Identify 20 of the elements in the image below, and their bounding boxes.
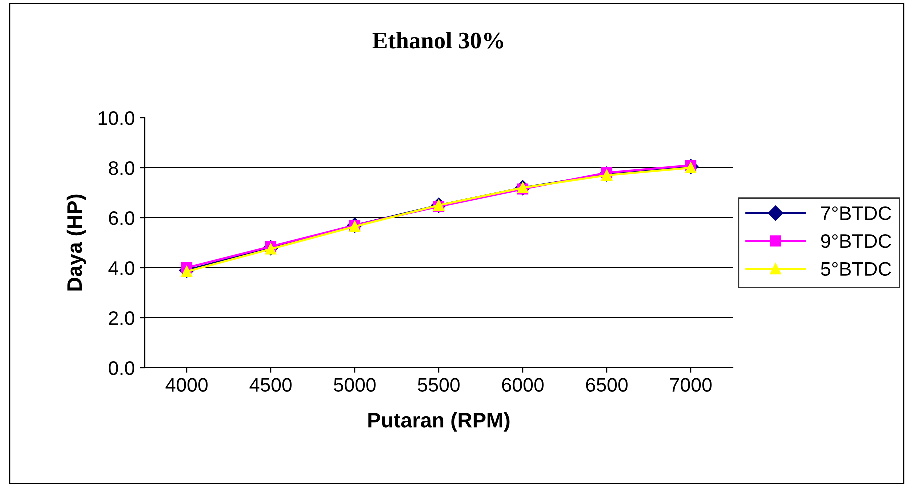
y-tick-label: 0.0 — [109, 361, 135, 376]
y-axis-title: Daya (HP) — [66, 194, 86, 291]
x-tick-label: 5500 — [418, 378, 460, 392]
x-tick-label: 7000 — [670, 378, 712, 392]
y-tick-label: 4.0 — [108, 261, 135, 276]
x-tick-label: 6500 — [586, 378, 628, 392]
x-tick-label: 4500 — [250, 378, 292, 392]
x-tick-label: 5000 — [334, 378, 376, 392]
chart-title: Ethanol 30% — [372, 32, 504, 49]
x-tick-label: 6000 — [502, 378, 544, 392]
legend-label: 9°BTDC — [821, 234, 892, 248]
y-tick-label: 8.0 — [109, 161, 135, 176]
y-tick-label: 2.0 — [109, 311, 135, 326]
x-tick-label: 4000 — [166, 378, 208, 392]
legend-label: 5°BTDC — [821, 262, 892, 276]
point — [181, 266, 193, 278]
legend-label: 7°BTDC — [821, 206, 892, 220]
x-axis-title: Putaran (RPM) — [368, 412, 510, 432]
y-tick-label: 6.0 — [109, 211, 135, 226]
y-tick-label: 10.0 — [98, 111, 135, 126]
